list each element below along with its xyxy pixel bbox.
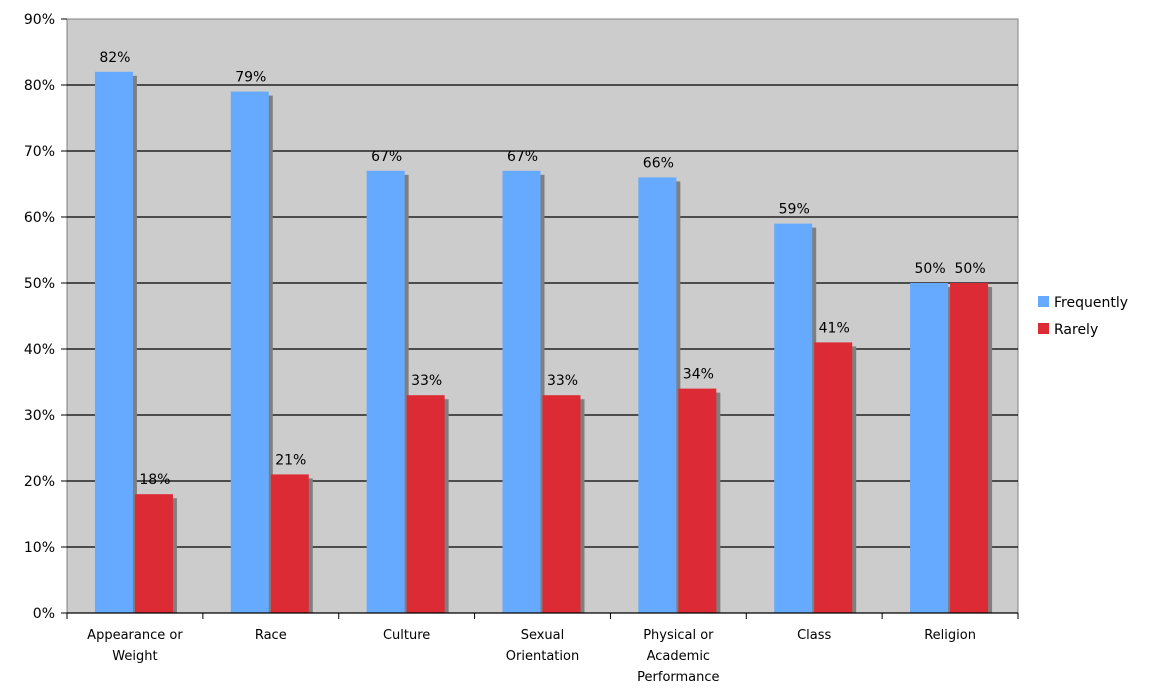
y-tick-label: 30% bbox=[24, 408, 55, 424]
y-tick-label: 70% bbox=[24, 144, 55, 160]
data-label: 18% bbox=[139, 472, 170, 488]
x-category-label-line: Appearance or bbox=[87, 628, 183, 643]
data-label: 21% bbox=[275, 452, 306, 468]
y-tick-label: 0% bbox=[33, 606, 55, 622]
x-category-label: Class bbox=[797, 628, 831, 643]
x-category-label-line: Race bbox=[255, 628, 287, 643]
x-category-label-line: Performance bbox=[637, 670, 719, 685]
data-label: 50% bbox=[955, 261, 986, 277]
y-tick-label: 40% bbox=[24, 342, 55, 358]
x-category-label-line: Academic bbox=[647, 649, 710, 664]
y-axis-ticks: 0% 10% 20% 30% 40% 50% 60% 70% 80% 90% bbox=[24, 12, 67, 622]
x-category-label-line: Religion bbox=[924, 628, 976, 643]
bar-frequently bbox=[230, 91, 269, 614]
bar-frequently bbox=[638, 177, 677, 613]
data-label: 82% bbox=[99, 50, 130, 66]
bar-rarely bbox=[542, 395, 581, 613]
x-category-label-line: Sexual bbox=[521, 628, 565, 643]
x-category-label-line: Weight bbox=[112, 649, 157, 664]
legend-label: Frequently bbox=[1054, 295, 1128, 311]
bar-rarely bbox=[950, 283, 989, 613]
x-category-label-line: Class bbox=[797, 628, 831, 643]
y-tick-label: 60% bbox=[24, 210, 55, 226]
bar-frequently bbox=[502, 170, 541, 614]
y-tick-label: 20% bbox=[24, 474, 55, 490]
x-category-label: Sexual Orientation bbox=[506, 628, 579, 664]
bar-frequently bbox=[910, 283, 949, 613]
data-label: 59% bbox=[779, 202, 810, 218]
x-category-label: Appearance or Weight bbox=[87, 628, 183, 664]
bars bbox=[94, 71, 993, 614]
x-category-label-line: Orientation bbox=[506, 649, 579, 664]
legend-swatch-rarely bbox=[1038, 323, 1049, 334]
data-label: 33% bbox=[411, 373, 442, 389]
bar-rarely bbox=[406, 395, 445, 613]
bar-frequently bbox=[366, 170, 405, 614]
data-label: 67% bbox=[371, 149, 402, 165]
data-label: 41% bbox=[819, 320, 850, 336]
y-tick-label: 10% bbox=[24, 540, 55, 556]
legend-label: Rarely bbox=[1054, 322, 1098, 338]
data-label: 66% bbox=[643, 155, 674, 171]
legend-swatch-frequently bbox=[1038, 296, 1049, 307]
y-tick-label: 80% bbox=[24, 78, 55, 94]
bar-frequently bbox=[774, 223, 813, 613]
bar-rarely bbox=[134, 494, 173, 613]
y-tick-label: 50% bbox=[24, 276, 55, 292]
data-label: 33% bbox=[547, 373, 578, 389]
bar-rarely bbox=[814, 342, 853, 613]
x-category-label: Physical or Academic Performance bbox=[637, 628, 719, 685]
data-label: 79% bbox=[235, 70, 266, 86]
x-axis: Appearance or Weight Race Culture Sexual Orie… bbox=[66, 612, 1019, 685]
x-category-label: Culture bbox=[383, 628, 430, 643]
y-tick-label: 90% bbox=[24, 12, 55, 28]
data-label: 50% bbox=[915, 261, 946, 277]
data-labels: 82% 18% 79% 21% 67% 33% 67% 33% 66% 34% 59% 41% 50% 5… bbox=[99, 50, 985, 488]
bar-rarely bbox=[270, 474, 309, 613]
bar-rarely bbox=[678, 388, 717, 613]
x-category-label: Race bbox=[255, 628, 287, 643]
data-label: 34% bbox=[683, 367, 714, 383]
data-label: 67% bbox=[507, 149, 538, 165]
x-category-label-line: Culture bbox=[383, 628, 430, 643]
x-category-label: Religion bbox=[924, 628, 976, 643]
legend: Frequently Rarely bbox=[1038, 295, 1128, 338]
x-category-label-line: Physical or bbox=[643, 628, 714, 643]
bar-frequently bbox=[94, 71, 133, 614]
